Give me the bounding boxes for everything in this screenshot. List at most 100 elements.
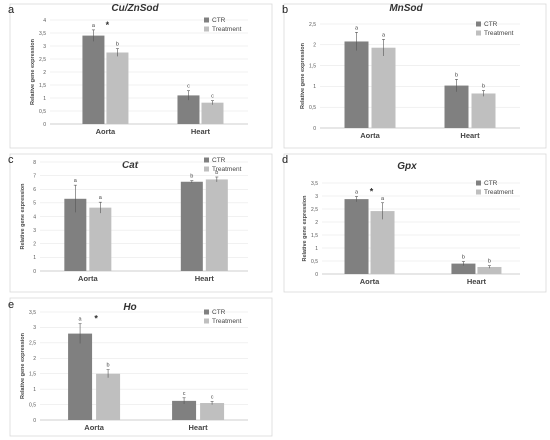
y-tick-label: 2 (313, 43, 316, 49)
panel-frame (9, 153, 273, 293)
y-tick-label: 3,5 (39, 31, 46, 37)
bar-ctr-aorta (64, 198, 87, 271)
significance-letter: a (92, 23, 96, 29)
significance-letter: a (99, 195, 103, 201)
y-tick-label: 3 (33, 228, 36, 234)
y-axis-label: Relative gene expression (30, 38, 36, 105)
y-tick-label: 4 (43, 18, 46, 24)
bar-ctr-heart (172, 400, 197, 420)
y-tick-label: 1 (33, 255, 36, 261)
y-axis-label: Relative gene expression (20, 332, 26, 399)
panel-e: e Ho 0 0,5 1 1,5 2 2,5 3 3,5 Relative gene express… (8, 297, 273, 437)
y-tick-label: 2,5 (39, 57, 46, 63)
panel-frame (9, 297, 273, 437)
legend-swatch-ctr (476, 21, 481, 27)
legend-swatch-ctr (476, 180, 481, 186)
bar-treatment-aorta (106, 52, 129, 124)
significance-letter: a (382, 32, 386, 38)
bar-ctr-heart (180, 181, 203, 271)
significance-letter: b (116, 42, 119, 48)
y-tick-label: 3 (43, 44, 46, 50)
legend-swatch-treatment (204, 26, 209, 32)
bar-treatment-heart (200, 403, 225, 420)
y-tick-label: 2 (33, 356, 36, 362)
significance-letter: b (107, 363, 110, 369)
bar-ctr-heart (177, 95, 200, 124)
y-tick-label: 2,5 (311, 207, 318, 213)
bar-treatment-aorta (96, 373, 121, 420)
panel-letter: d (282, 154, 288, 166)
y-tick-label: 2 (315, 220, 318, 226)
significance-letter: b (215, 170, 218, 176)
legend-swatch-treatment (204, 318, 209, 324)
category-label: Aorta (360, 131, 380, 140)
panel-letter: a (8, 4, 15, 16)
legend-swatch-treatment (476, 189, 481, 195)
panel-frame (283, 3, 547, 149)
y-tick-label: 1,5 (29, 372, 36, 378)
legend-label: CTR (212, 17, 226, 24)
y-tick-label: 0 (43, 122, 46, 128)
category-label: Aorta (96, 127, 116, 136)
bar-ctr-aorta (344, 41, 369, 128)
legend-label: CTR (212, 309, 226, 316)
y-tick-label: 6 (33, 187, 36, 193)
y-tick-label: 2,5 (29, 341, 36, 347)
y-tick-label: 3,5 (311, 181, 318, 187)
category-label: Heart (460, 131, 480, 140)
chart-title: Ho (123, 302, 136, 313)
category-label: Heart (467, 277, 487, 286)
bar-treatment-aorta (370, 211, 395, 274)
legend-label: Treatment (212, 318, 242, 325)
significance-letter: b (482, 84, 485, 90)
bar-treatment-heart (201, 102, 224, 124)
legend-label: CTR (212, 157, 226, 164)
y-tick-label: 1 (33, 387, 36, 393)
y-tick-label: 7 (33, 173, 36, 179)
panel-letter: b (282, 4, 288, 16)
y-tick-label: 0,5 (309, 105, 316, 111)
y-tick-label: 8 (33, 160, 36, 166)
chart-title: MnSod (389, 3, 423, 14)
significance-letter: c (187, 84, 190, 90)
category-label: Aorta (84, 423, 104, 432)
panel-d: d Gpx 0 0,5 1 1,5 2 2,5 3 3,5 Relative gene expres… (282, 153, 547, 293)
y-tick-label: 1,5 (311, 233, 318, 239)
bar-ctr-heart (444, 85, 469, 128)
panel-frame (283, 153, 547, 293)
panel-c: c Cat 0 1 2 3 4 5 6 7 8 Relative gene expression Aor… (8, 153, 273, 293)
y-tick-label: 1,5 (39, 83, 46, 89)
category-label: Aorta (78, 274, 98, 283)
legend-label: Treatment (212, 166, 242, 173)
y-tick-label: 1 (43, 96, 46, 102)
significance-star: * (370, 187, 374, 197)
significance-letter: a (355, 190, 359, 196)
category-label: Heart (188, 423, 208, 432)
significance-letter: b (190, 174, 193, 180)
y-tick-label: 0,5 (39, 109, 46, 115)
legend-label: CTR (484, 21, 498, 28)
y-axis-label: Relative gene expression (302, 195, 308, 262)
legend-swatch-ctr (204, 17, 209, 23)
significance-letter: b (462, 255, 465, 261)
category-label: Heart (191, 127, 211, 136)
y-tick-label: 0,5 (311, 259, 318, 265)
y-tick-label: 0 (33, 418, 36, 424)
legend-swatch-treatment (204, 166, 209, 172)
category-label: Aorta (360, 277, 380, 286)
y-tick-label: 2 (33, 242, 36, 248)
y-tick-label: 5 (33, 201, 36, 207)
significance-letter: b (488, 259, 491, 265)
panel-letter: e (8, 299, 14, 311)
y-tick-label: 2 (43, 70, 46, 76)
bar-treatment-heart (477, 266, 502, 274)
y-axis-label: Relative gene expression (20, 183, 26, 250)
y-tick-label: 1 (315, 246, 318, 252)
bar-treatment-heart (205, 179, 228, 271)
y-tick-label: 0 (33, 269, 36, 275)
chart-title: Gpx (397, 161, 417, 172)
bar-ctr-aorta (82, 35, 105, 124)
significance-letter: c (211, 94, 214, 100)
bar-ctr-aorta (68, 333, 93, 420)
